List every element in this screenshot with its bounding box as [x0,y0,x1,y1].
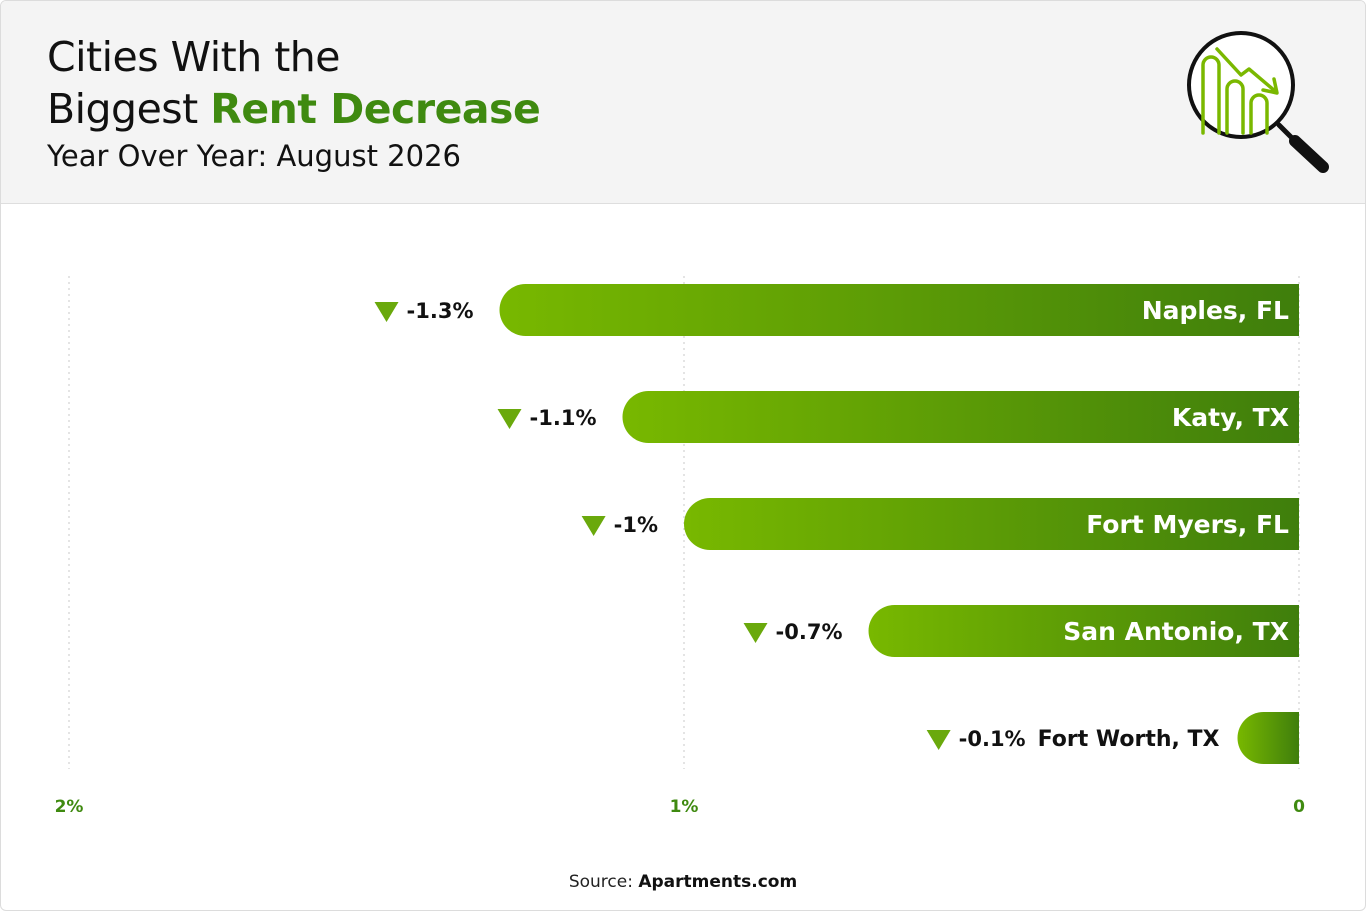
x-tick-label: 1% [670,797,699,817]
title-plain: Biggest [47,85,211,133]
x-tick-label: 2% [55,797,84,817]
category-label: Fort Worth, TX [1038,727,1220,752]
down-triangle-icon [926,730,951,750]
down-triangle-icon [581,516,606,536]
page-title: Cities With the Biggest Rent Decrease [47,31,541,135]
bar-chart: Naples, FL -1.3% Katy, TX -1.1% Fort Myers, … [55,276,1305,817]
bar-row: Fort Myers, FL -1% [581,498,1299,550]
source-prefix: Source: [568,872,639,892]
down-triangle-icon [497,409,522,429]
source-line: Source: Apartments.com [1,872,1365,892]
value-label: -1.1% [530,406,597,430]
value-label: -0.1% [959,727,1026,751]
value-label: -1.3% [407,299,474,323]
bar [622,391,1299,443]
bar [1237,712,1299,764]
magnifier-chart-down-icon [1187,31,1329,173]
category-label: San Antonio, TX [1063,617,1289,646]
category-label: Katy, TX [1172,403,1289,432]
source-name: Apartments.com [638,872,798,892]
bar-row: Naples, FL -1.3% [374,284,1300,336]
category-label: Fort Myers, FL [1086,510,1289,539]
bar-row: Katy, TX -1.1% [497,391,1299,443]
title-line-2: Biggest Rent Decrease [47,83,541,135]
x-tick-label: 0 [1293,797,1305,817]
bar-row: Fort Worth, TX -0.1% [926,712,1299,764]
bar [499,284,1300,336]
category-label: Naples, FL [1142,296,1289,325]
value-label: -1% [614,513,658,537]
bar-row: San Antonio, TX -0.7% [743,605,1299,657]
value-label: -0.7% [776,620,843,644]
bar [868,605,1299,657]
title-line-1: Cities With the [47,33,341,81]
down-triangle-icon [374,302,399,322]
down-triangle-icon [743,623,768,643]
title-accent: Rent Decrease [210,85,541,133]
page-subtitle: Year Over Year: August 2026 [47,139,461,173]
header: Cities With the Biggest Rent Decrease Ye… [1,1,1365,204]
bar [684,498,1299,550]
